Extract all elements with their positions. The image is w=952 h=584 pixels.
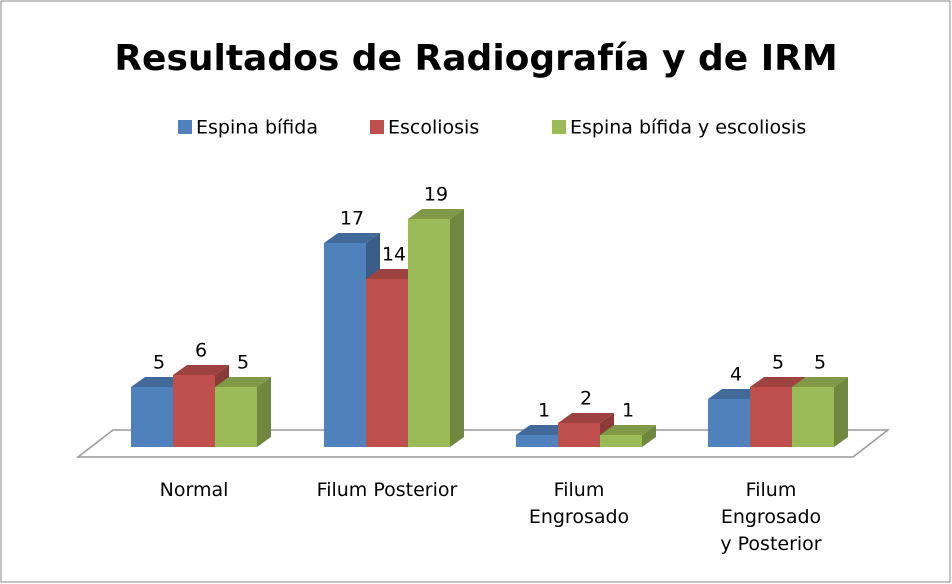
data-label: 1 — [622, 400, 634, 422]
bar-top — [600, 425, 656, 435]
x-tick-label: Normal — [159, 479, 229, 501]
bar-top — [408, 209, 464, 219]
bar-top — [215, 377, 271, 387]
bar-side — [450, 209, 464, 447]
legend-swatch — [552, 120, 566, 134]
legend-swatch — [370, 120, 384, 134]
bar — [516, 435, 558, 447]
data-label: 19 — [424, 184, 448, 206]
bar — [215, 387, 257, 447]
legend-swatch — [178, 120, 192, 134]
bar-top — [173, 365, 229, 375]
bar-top — [792, 377, 848, 387]
data-label: 2 — [580, 388, 592, 410]
data-label: 4 — [730, 364, 742, 386]
x-tick-label: Filum Engrosado — [528, 479, 630, 528]
bar-top — [558, 413, 614, 423]
bar — [366, 279, 408, 447]
bar-top — [324, 233, 380, 243]
bar — [558, 423, 600, 447]
bar — [708, 399, 750, 447]
data-label: 5 — [814, 352, 826, 374]
bar — [750, 387, 792, 447]
legend-label: Escoliosis — [388, 117, 479, 139]
bar — [131, 387, 173, 447]
legend-label: Espina bífida — [196, 117, 318, 139]
bar-side — [642, 425, 656, 447]
data-label: 5 — [153, 352, 165, 374]
data-label: 1 — [538, 400, 550, 422]
data-label: 14 — [382, 244, 406, 266]
data-label: 5 — [237, 352, 249, 374]
floor — [75, 429, 891, 458]
bar — [600, 435, 642, 447]
bar — [324, 243, 366, 447]
bar — [792, 387, 834, 447]
legend-label: Espina bífida y escoliosis — [570, 117, 806, 139]
data-label: 17 — [340, 208, 364, 230]
bar-side — [834, 377, 848, 447]
bar-top — [750, 377, 806, 387]
bar-side — [257, 377, 271, 447]
data-label: 6 — [195, 340, 207, 362]
x-tick-label: Filum Engrosado y Posterior — [720, 479, 822, 555]
chart-title: Resultados de Radiografía y de IRM — [114, 38, 837, 79]
data-label: 5 — [772, 352, 784, 374]
bar — [408, 219, 450, 447]
x-tick-label: Filum Posterior — [316, 479, 458, 501]
bar — [173, 375, 215, 447]
